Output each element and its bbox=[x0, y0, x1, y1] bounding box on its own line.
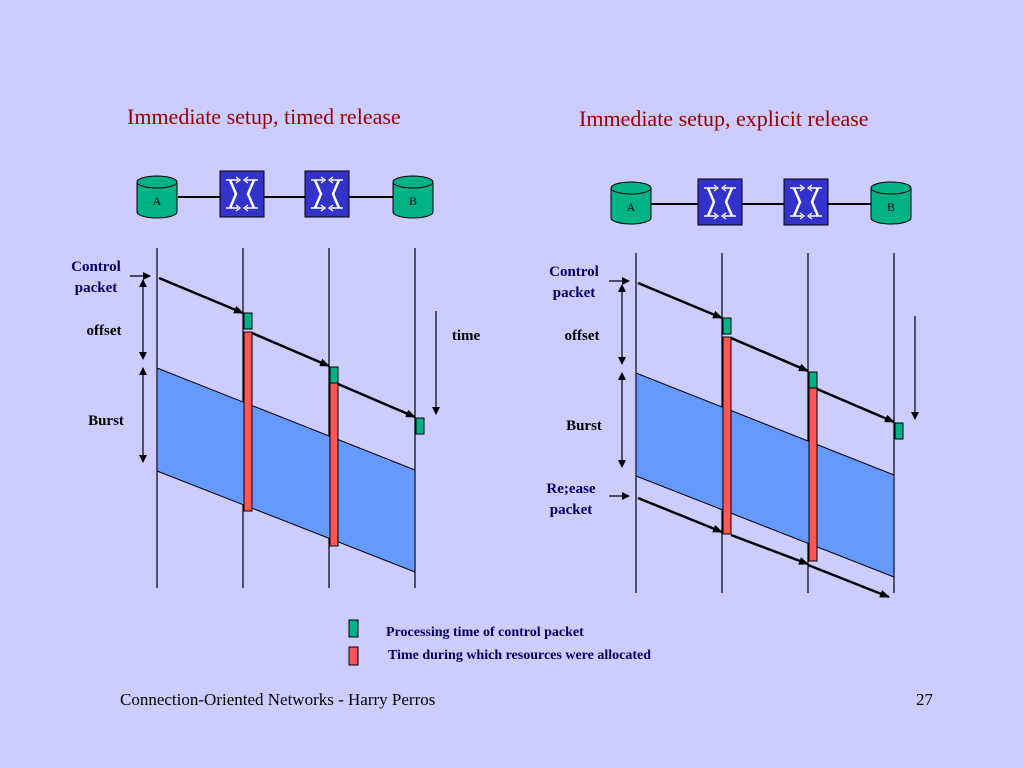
node-a-left-database-icon bbox=[136, 175, 178, 219]
legend-processing-swatch bbox=[348, 619, 359, 638]
left-burst-label: Burst bbox=[88, 413, 124, 429]
left-processing-box-2 bbox=[329, 366, 339, 384]
switch-2-left-switch-icon bbox=[304, 170, 350, 218]
switch-2-right-switch-icon bbox=[783, 178, 829, 226]
switch-1-left-switch-icon bbox=[219, 170, 265, 218]
right-processing-box-3 bbox=[894, 422, 904, 440]
left-control-packet-label: Control packet bbox=[71, 259, 121, 296]
node-b-right-database-icon bbox=[870, 181, 912, 225]
right-offset-label: offset bbox=[564, 328, 600, 344]
time-label: time bbox=[451, 328, 481, 344]
left-processing-box-3 bbox=[415, 417, 425, 435]
right-processing-box-1 bbox=[722, 317, 732, 335]
legend-processing-text: Processing time of control packet bbox=[386, 625, 584, 640]
right-burst-band bbox=[635, 372, 895, 578]
node-b-left-database-icon bbox=[392, 175, 434, 219]
switch-1-right-switch-icon bbox=[697, 178, 743, 226]
right-allocated-bar-1 bbox=[722, 336, 732, 535]
left-processing-box-1 bbox=[243, 312, 253, 330]
left-allocated-bar-1 bbox=[243, 331, 253, 512]
legend-allocated-swatch bbox=[348, 646, 359, 666]
node-a-right-label: A bbox=[627, 200, 636, 214]
left-diagram-title: Immediate setup, timed release bbox=[127, 104, 401, 129]
left-offset-label: offset bbox=[86, 323, 122, 339]
left-control-packet-path bbox=[158, 276, 416, 419]
right-release-packet-label: Re;ease packet bbox=[546, 481, 596, 518]
right-release-packet-path bbox=[637, 496, 890, 599]
page-number: 27 bbox=[916, 690, 933, 709]
right-allocated-bar-2 bbox=[808, 387, 818, 562]
footer-title: Connection-Oriented Networks - Harry Per… bbox=[120, 690, 436, 709]
node-a-right-database-icon bbox=[610, 181, 652, 225]
right-processing-box-2 bbox=[808, 371, 818, 389]
node-b-left-label: B bbox=[409, 194, 417, 208]
right-diagram-title: Immediate setup, explicit release bbox=[579, 106, 869, 131]
right-control-packet-path bbox=[637, 281, 895, 424]
right-control-packet-label: Control packet bbox=[549, 264, 599, 301]
left-burst-band bbox=[156, 367, 416, 573]
node-a-left-label: A bbox=[153, 194, 162, 208]
node-b-right-label: B bbox=[887, 200, 895, 214]
right-burst-label: Burst bbox=[566, 418, 602, 434]
left-allocated-bar-2 bbox=[329, 382, 339, 547]
legend-allocated-text: Time during which resources were allocat… bbox=[388, 648, 651, 663]
